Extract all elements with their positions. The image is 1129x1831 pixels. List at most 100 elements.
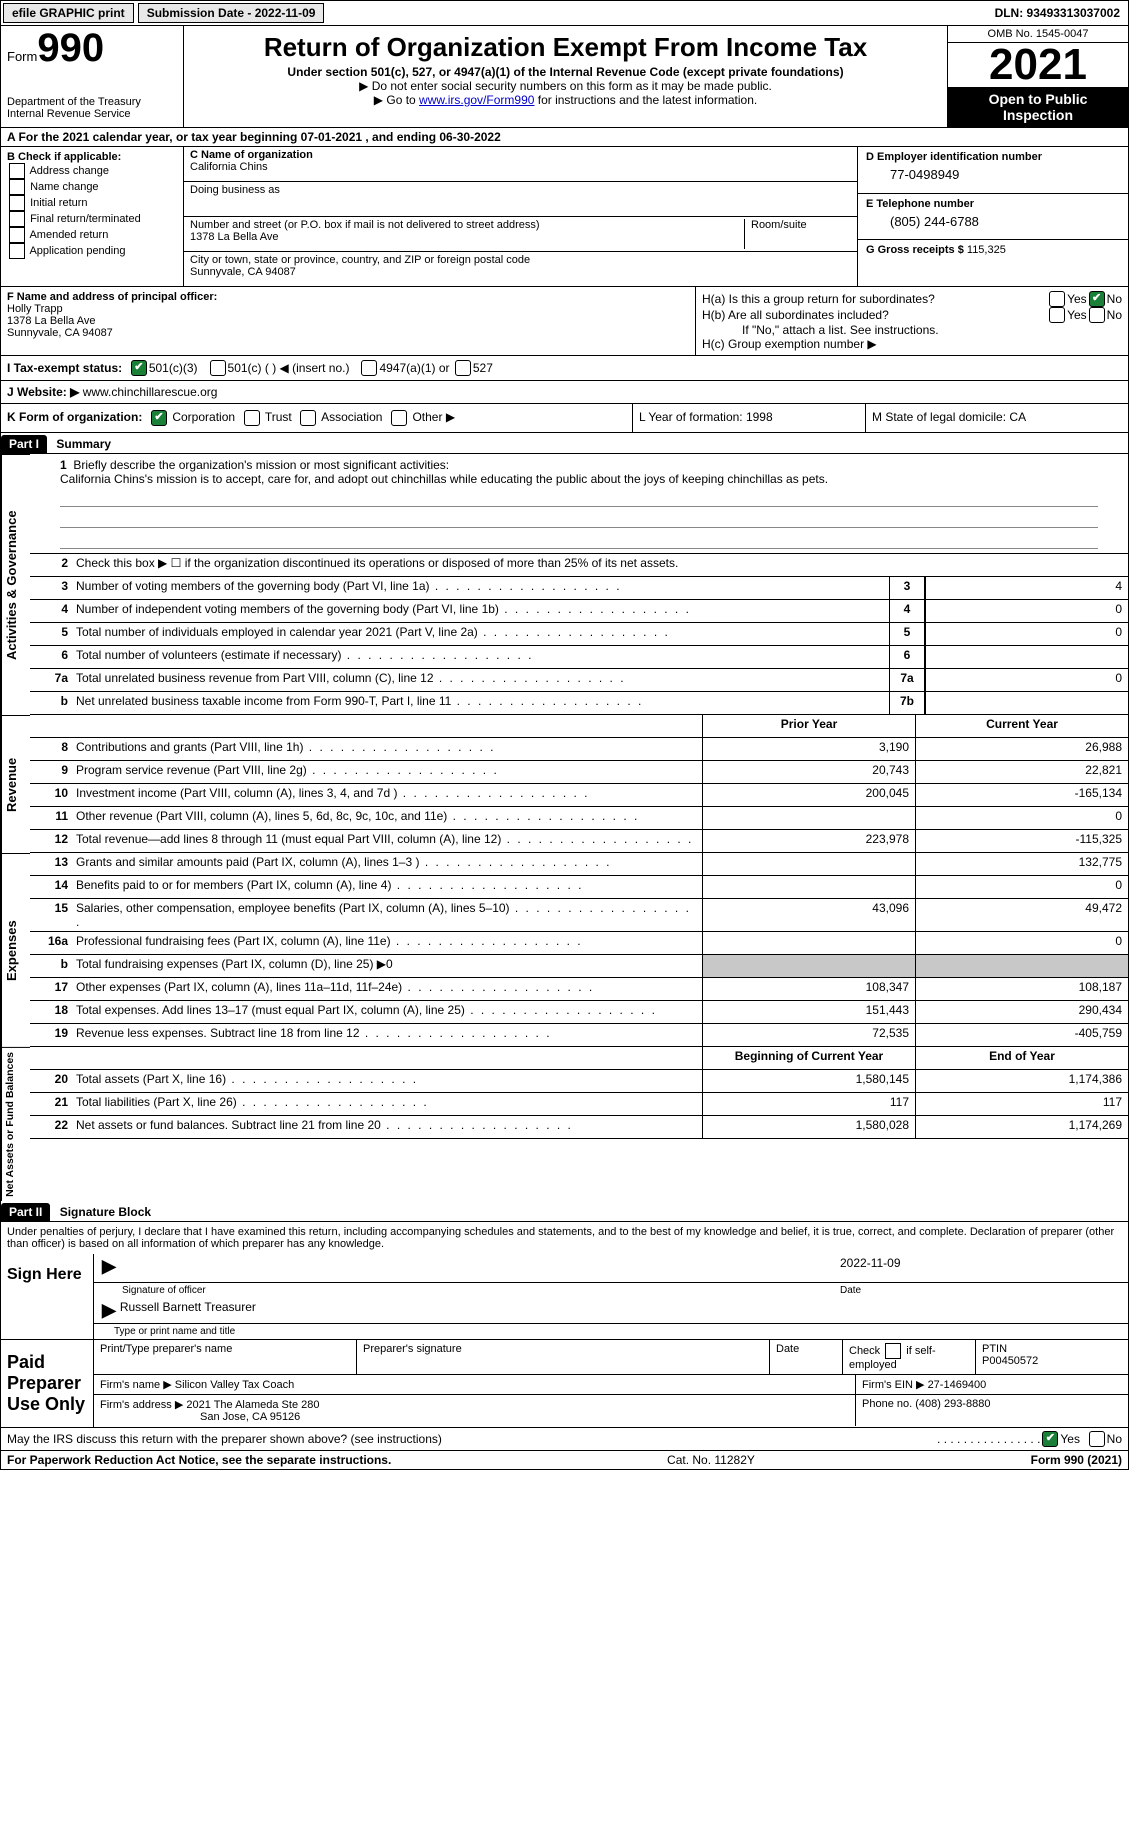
cb-application-pending[interactable]: Application pending (7, 243, 177, 259)
dba-label: Doing business as (184, 182, 857, 217)
cb-corp[interactable]: ✔ (151, 410, 167, 426)
officer-addr2: Sunnyvale, CA 94087 (7, 327, 689, 339)
tax-year: 2021 (948, 43, 1128, 87)
note-no-ssn: ▶ Do not enter social security numbers o… (190, 79, 941, 93)
section-c: C Name of organization California Chins … (184, 147, 858, 286)
hb-yes[interactable] (1049, 307, 1065, 323)
officer-name: Holly Trapp (7, 303, 689, 315)
hc-label: H(c) Group exemption number ▶ (702, 337, 1122, 351)
prep-sig-header: Preparer's signature (357, 1340, 770, 1374)
part1-tag: Part I (1, 435, 47, 453)
cb-final-return[interactable]: Final return/terminated (7, 211, 177, 227)
cb-name-change[interactable]: Name change (7, 179, 177, 195)
cb-self-employed[interactable] (885, 1343, 901, 1359)
line-13: 13Grants and similar amounts paid (Part … (30, 853, 1128, 876)
paid-preparer-block: Paid Preparer Use Only Print/Type prepar… (1, 1340, 1128, 1428)
hb-no[interactable] (1089, 307, 1105, 323)
ha-label: H(a) Is this a group return for subordin… (702, 292, 1047, 306)
activities-governance-section: Activities & Governance 1 Briefly descri… (1, 454, 1128, 715)
cb-address-change[interactable]: Address change (7, 163, 177, 179)
part2-title: Signature Block (54, 1205, 151, 1219)
k-label: K Form of organization: (7, 410, 142, 424)
org-city: Sunnyvale, CA 94087 (190, 266, 851, 278)
section-h: H(a) Is this a group return for subordin… (696, 287, 1128, 355)
irs-link[interactable]: www.irs.gov/Form990 (419, 93, 534, 107)
cb-527[interactable] (455, 360, 471, 376)
line-14: 14Benefits paid to or for members (Part … (30, 876, 1128, 899)
side-activities: Activities & Governance (1, 454, 30, 715)
paid-preparer-label: Paid Preparer Use Only (1, 1340, 94, 1427)
lbl-assoc: Association (321, 410, 382, 424)
section-f: F Name and address of principal officer:… (1, 287, 696, 355)
dln-label: DLN: 93493313037002 (995, 6, 1128, 20)
prep-selfemp: Check if self-employed (843, 1340, 976, 1374)
discuss-yes[interactable]: ✔ (1042, 1431, 1058, 1447)
mission-num: 1 (60, 458, 67, 472)
current-year-header: Current Year (915, 715, 1128, 737)
row-a-period: A For the 2021 calendar year, or tax yea… (1, 128, 1128, 147)
ein-value: 77-0498949 (866, 163, 1120, 182)
side-revenue: Revenue (1, 715, 30, 853)
b-label: B Check if applicable: (7, 151, 177, 163)
cb-501c3[interactable]: ✔ (131, 360, 147, 376)
ptin-label: PTIN (982, 1343, 1007, 1355)
cb-501c[interactable] (210, 360, 226, 376)
netassets-section: Net Assets or Fund Balances Beginning of… (1, 1047, 1128, 1201)
firm-name: Silicon Valley Tax Coach (175, 1379, 294, 1391)
form-title-block: Return of Organization Exempt From Incom… (184, 26, 947, 127)
line-3: 3Number of voting members of the governi… (30, 577, 1128, 600)
sign-here-block: Sign Here ▶ 2022-11-09 Signature of offi… (1, 1254, 1128, 1340)
efile-print-button[interactable]: efile GRAPHIC print (3, 3, 134, 23)
line-4: 4Number of independent voting members of… (30, 600, 1128, 623)
note-goto: ▶ Go to www.irs.gov/Form990 for instruct… (190, 93, 941, 107)
part2-tag: Part II (1, 1203, 50, 1221)
city-label: City or town, state or province, country… (190, 254, 851, 266)
firm-ein: 27-1469400 (928, 1379, 987, 1391)
line-6: 6Total number of volunteers (estimate if… (30, 646, 1128, 669)
firm-name-label: Firm's name ▶ (100, 1379, 172, 1391)
line-11: 11Other revenue (Part VIII, column (A), … (30, 807, 1128, 830)
line-2: 2Check this box ▶ ☐ if the organization … (30, 554, 1128, 577)
org-name: California Chins (190, 161, 851, 173)
line-22: 22Net assets or fund balances. Subtract … (30, 1116, 1128, 1139)
form-title: Return of Organization Exempt From Incom… (190, 32, 941, 63)
prep-name-header: Print/Type preparer's name (94, 1340, 357, 1374)
lbl-527: 527 (473, 361, 493, 375)
department-label: Department of the Treasury Internal Reve… (7, 96, 177, 120)
ha-no[interactable]: ✔ (1089, 291, 1105, 307)
submission-date-button[interactable]: Submission Date - 2022-11-09 (138, 3, 325, 23)
row-j-website: J Website: ▶ www.chinchillarescue.org (1, 381, 1128, 404)
mission-block: 1 Briefly describe the organization's mi… (30, 454, 1128, 554)
firm-phone: (408) 293-8880 (915, 1398, 990, 1410)
row-i-tax-status: I Tax-exempt status: ✔ 501(c)(3) 501(c) … (1, 356, 1128, 381)
side-netassets: Net Assets or Fund Balances (1, 1047, 30, 1201)
firm-addr1: 2021 The Alameda Ste 280 (186, 1399, 319, 1411)
penalty-statement: Under penalties of perjury, I declare th… (1, 1222, 1128, 1254)
form-label: Form (7, 49, 37, 64)
line-19: 19Revenue less expenses. Subtract line 1… (30, 1024, 1128, 1047)
line-8: 8Contributions and grants (Part VIII, li… (30, 738, 1128, 761)
cb-other[interactable] (391, 410, 407, 426)
goto-suffix: for instructions and the latest informat… (534, 93, 757, 107)
expenses-section: Expenses 13Grants and similar amounts pa… (1, 853, 1128, 1047)
line-5: 5Total number of individuals employed in… (30, 623, 1128, 646)
cb-amended-return[interactable]: Amended return (7, 227, 177, 243)
open-to-public: Open to Public Inspection (948, 87, 1128, 127)
discuss-no[interactable] (1089, 1431, 1105, 1447)
phone-value: (805) 244-6788 (866, 210, 1120, 229)
cb-4947[interactable] (361, 360, 377, 376)
cb-trust[interactable] (244, 410, 260, 426)
cb-assoc[interactable] (300, 410, 316, 426)
h-note: If "No," attach a list. See instructions… (702, 323, 1122, 337)
form-footer: Form 990 (2021) (1031, 1453, 1122, 1467)
line-9: 9Program service revenue (Part VIII, lin… (30, 761, 1128, 784)
cb-initial-return[interactable]: Initial return (7, 195, 177, 211)
lbl-501c: 501(c) ( ) ◀ (insert no.) (228, 361, 350, 375)
lbl-501c3: 501(c)(3) (149, 361, 198, 375)
section-bcdeg: B Check if applicable: Address change Na… (1, 147, 1128, 287)
form-header: Form990 Department of the Treasury Inter… (1, 26, 1128, 128)
name-arrow-icon: ▶ (102, 1300, 120, 1321)
sig-arrow-icon: ▶ (102, 1256, 120, 1280)
ha-yes[interactable] (1049, 291, 1065, 307)
prior-year-header: Prior Year (702, 715, 915, 737)
